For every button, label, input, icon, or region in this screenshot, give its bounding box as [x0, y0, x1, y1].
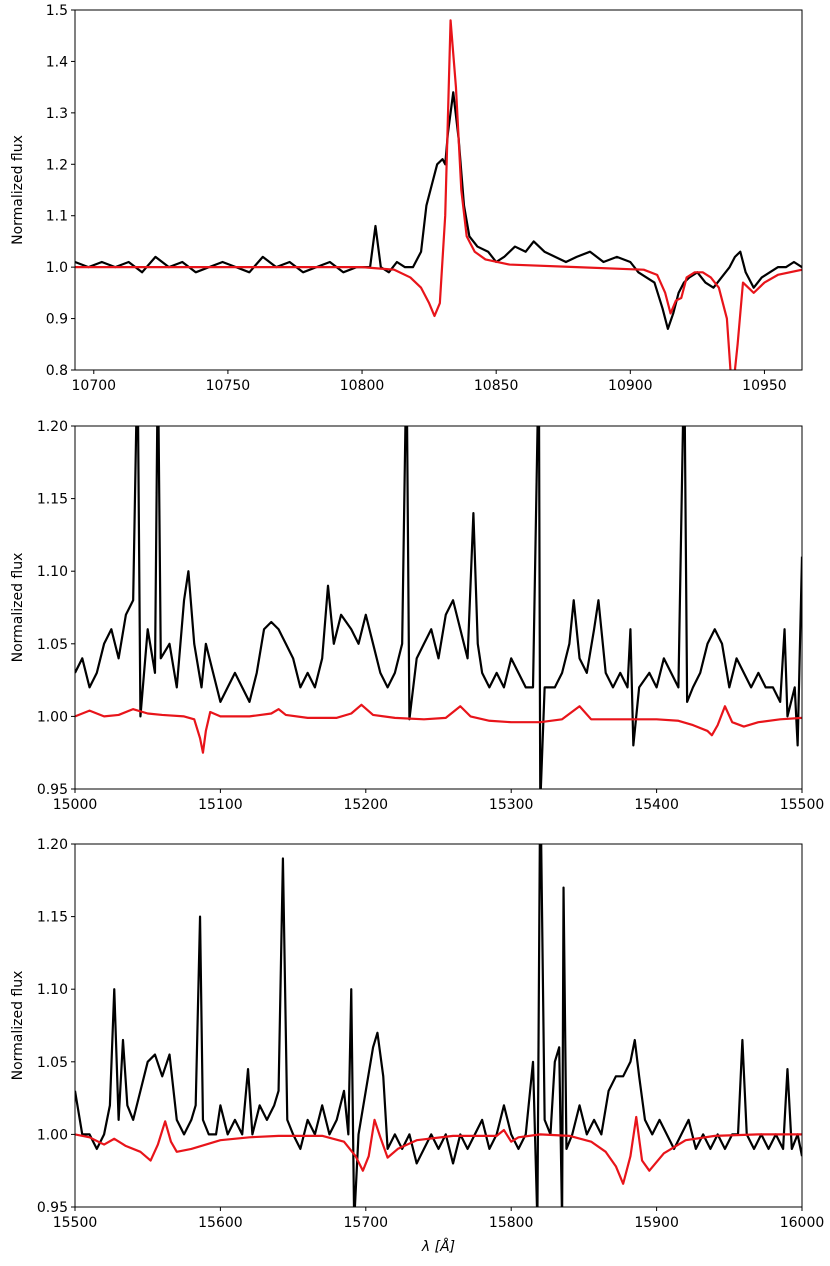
y-tick-label: 0.95	[37, 1200, 68, 1216]
y-tick-label: 1.10	[37, 564, 68, 580]
plot-frame	[74, 425, 803, 790]
x-tick-label: 15500	[780, 797, 825, 813]
x-tick-label: 15700	[344, 1215, 389, 1231]
y-tick-label: 1.1	[46, 209, 68, 225]
y-tick-label: 1.0	[46, 260, 68, 276]
y-tick-label: 1.5	[46, 3, 68, 19]
spectrum-line	[75, 426, 802, 789]
x-tick-label: 15900	[634, 1215, 679, 1231]
x-tick-label: 10750	[206, 378, 251, 394]
plot-frame	[74, 843, 803, 1208]
x-tick-label: 15100	[198, 797, 243, 813]
y-tick-label: 1.2	[46, 157, 68, 173]
y-tick-label: 1.15	[37, 910, 68, 926]
y-axis-label: Normalized flux	[10, 135, 26, 245]
plot-frame	[74, 9, 803, 371]
y-tick-label: 1.15	[37, 492, 68, 508]
x-tick-label: 15000	[53, 797, 98, 813]
y-axis-label: Normalized flux	[10, 553, 26, 663]
x-tick-label: 10950	[742, 378, 787, 394]
y-tick-label: 1.3	[46, 106, 68, 122]
x-tick-label: 15400	[634, 797, 679, 813]
x-tick-label: 10700	[72, 378, 117, 394]
x-tick-label: 16000	[780, 1215, 825, 1231]
y-axis-label: Normalized flux	[10, 971, 26, 1081]
x-tick-label: 15200	[344, 797, 389, 813]
x-tick-label: 15500	[53, 1215, 98, 1231]
x-tick-label: 10900	[608, 378, 653, 394]
y-tick-label: 1.20	[37, 837, 68, 853]
x-tick-label: 10800	[340, 378, 385, 394]
y-tick-label: 0.8	[46, 363, 68, 379]
y-tick-label: 1.20	[37, 419, 68, 435]
y-tick-label: 1.4	[46, 54, 68, 70]
y-tick-label: 0.95	[37, 782, 68, 798]
spectrum-line	[75, 1115, 802, 1185]
y-tick-label: 1.05	[37, 1055, 68, 1071]
x-tick-label: 15600	[198, 1215, 243, 1231]
spectrum-line	[75, 91, 802, 330]
x-tick-label: 15300	[489, 797, 534, 813]
spectrum-line	[75, 844, 802, 1207]
y-tick-label: 0.9	[46, 312, 68, 328]
y-tick-label: 1.00	[37, 1127, 68, 1143]
spectrum-line	[75, 19, 802, 370]
x-axis-label: λ [Å]	[421, 1238, 455, 1255]
spectrum-line	[75, 703, 802, 754]
y-tick-label: 1.05	[37, 637, 68, 653]
y-tick-label: 1.10	[37, 982, 68, 998]
y-tick-label: 1.00	[37, 709, 68, 725]
x-tick-label: 10850	[474, 378, 519, 394]
x-tick-label: 15800	[489, 1215, 534, 1231]
